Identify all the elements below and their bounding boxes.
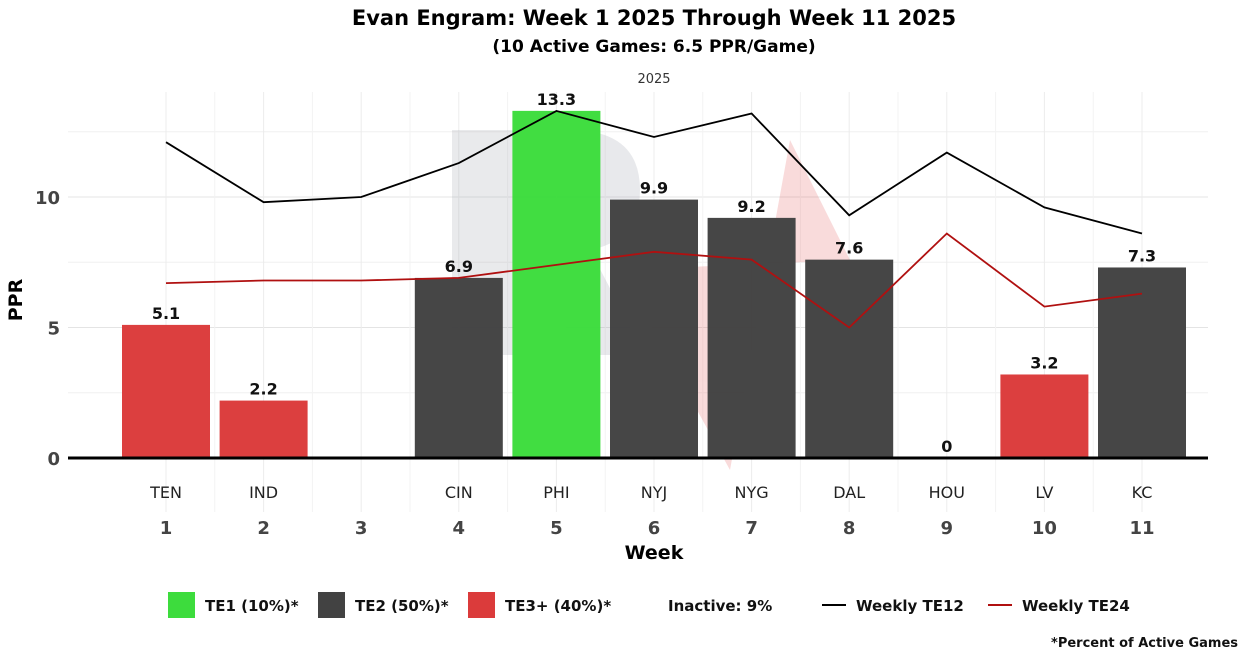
- y-ticks: 0 5 10: [35, 188, 60, 470]
- week-tick-label: 4: [453, 518, 466, 539]
- opponent-label: TEN: [149, 483, 182, 502]
- bar-value-label: 3.2: [1030, 353, 1058, 372]
- week-tick-label: 7: [745, 518, 758, 539]
- series-line-te24: [165, 232, 1143, 329]
- opponent-label: NYJ: [641, 483, 667, 502]
- legend-swatch-te1: [168, 592, 195, 618]
- series-line-te12: [165, 109, 1143, 235]
- bar-value-label: 13.3: [537, 90, 576, 109]
- bar-week-11: [1098, 267, 1186, 458]
- week-tick-label: 8: [843, 518, 856, 539]
- lines-layer: [165, 109, 1143, 329]
- opponent-label: LV: [1035, 483, 1053, 502]
- opponent-label: IND: [249, 483, 278, 502]
- legend-label-te24: Weekly TE24: [1022, 597, 1130, 615]
- bar-week-4: [414, 277, 503, 458]
- bar-value-label: 2.2: [249, 380, 277, 399]
- legend-swatch-te2: [318, 592, 345, 618]
- facet-label: 2025: [637, 72, 670, 87]
- legend-label-te2: TE2 (50%)*: [355, 597, 449, 615]
- chart-title: Evan Engram: Week 1 2025 Through Week 11…: [352, 6, 956, 30]
- chart-subtitle: (10 Active Games: 6.5 PPR/Game): [492, 37, 815, 57]
- bar-week-2: [219, 400, 308, 458]
- week-tick-label: 2: [257, 518, 270, 539]
- bar-week-1: [122, 324, 210, 458]
- bar-value-label: 9.2: [737, 197, 765, 216]
- week-tick-label: 3: [355, 518, 368, 539]
- opponent-label: KC: [1132, 483, 1153, 502]
- x-axis-title: Week: [625, 542, 684, 564]
- opponent-label: NYG: [735, 483, 769, 502]
- bar-week-8: [805, 259, 894, 458]
- legend: TE1 (10%)* TE2 (50%)* TE3+ (40%)* Inacti…: [168, 592, 1130, 618]
- y-tick-label: 5: [47, 319, 60, 340]
- y-tick-label: 0: [47, 449, 60, 470]
- opponent-label: DAL: [833, 483, 865, 502]
- legend-label-te3: TE3+ (40%)*: [505, 597, 611, 615]
- legend-label-inactive: Inactive: 9%: [668, 597, 772, 615]
- week-tick-label: 6: [648, 518, 661, 539]
- opponent-label: HOU: [929, 483, 965, 502]
- opponent-label: CIN: [445, 483, 473, 502]
- bar-value-label: 7.3: [1128, 246, 1156, 265]
- legend-swatch-te3: [468, 592, 495, 618]
- bar-value-label: 9.9: [640, 179, 668, 198]
- bar-week-10: [1000, 374, 1089, 458]
- x-ticks: TEN 1 IND 2 3 CIN 4 PHI 5 NYJ 6 NYG 7 DAL 8 HOU 9 LV 10 KC 1…: [149, 483, 1154, 539]
- y-axis-title: PPR: [5, 278, 27, 321]
- bar-value-label: 0: [941, 437, 952, 456]
- bar-value-label: 5.1: [152, 304, 180, 323]
- opponent-label: PHI: [543, 483, 569, 502]
- bar-labels-layer: 5.1 2.2 6.9 13.3 9.9 9.2 7.6 0 3.2 7.3: [152, 90, 1156, 456]
- bar-week-7: [707, 217, 796, 458]
- week-tick-label: 9: [941, 518, 954, 539]
- week-tick-label: 11: [1129, 518, 1154, 539]
- week-tick-label: 5: [550, 518, 563, 539]
- bars-layer: [122, 110, 1186, 459]
- y-tick-label: 10: [35, 188, 60, 209]
- bar-value-label: 7.6: [835, 239, 863, 258]
- bar-week-6: [610, 199, 698, 459]
- legend-label-te12: Weekly TE12: [856, 597, 964, 615]
- bar-value-label: 6.9: [445, 257, 473, 276]
- bar-week-5: [512, 110, 601, 459]
- week-tick-label: 10: [1032, 518, 1057, 539]
- legend-label-te1: TE1 (10%)*: [205, 597, 299, 615]
- footnote: *Percent of Active Games: [1051, 636, 1238, 651]
- week-tick-label: 1: [160, 518, 173, 539]
